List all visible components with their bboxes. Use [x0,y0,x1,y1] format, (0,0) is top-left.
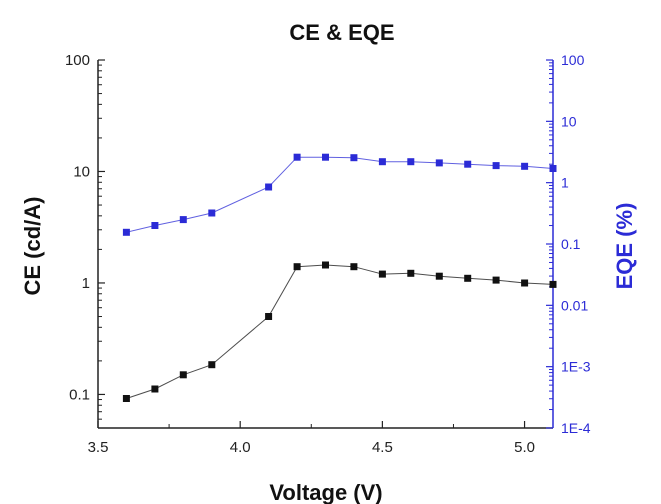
y-right-tick-label: 1 [561,175,569,191]
ce-data-point [265,313,273,320]
chart-title: CE & EQE [289,20,394,45]
eqe-data-point [435,159,443,167]
eqe-data-point [521,162,529,170]
eqe-data-point [464,160,472,168]
axis-ticks: 3.5 4.0 4.5 5.0 0.1 1 10 100 1E-4 1E-3 0.01 0.1 1 10 1… [65,52,591,456]
y-right-tick-label: 0.01 [561,297,588,313]
y-left-tick-label: 0.1 [69,386,90,403]
y-right-tick-label: 0.1 [561,236,581,252]
eqe-data-point [549,165,557,172]
ce-data-point [293,263,301,271]
ce-data-point [521,279,529,287]
y-axis-right-label: EQE (%) [612,203,637,290]
data-series [122,153,557,402]
ce-series-line [126,264,554,399]
eqe-data-point [122,228,130,236]
ce-data-point [407,269,415,277]
x-axis-label: Voltage (V) [269,480,382,504]
x-tick-label: 4.5 [372,439,393,456]
ce-data-point [492,276,500,284]
eqe-data-point [265,183,273,191]
eqe-data-point [350,154,358,162]
eqe-series-line [126,156,554,233]
y-left-tick-label: 1 [82,275,90,292]
y-left-tick-label: 10 [73,163,90,180]
eqe-data-point [492,162,500,170]
eqe-data-point [293,153,301,161]
x-tick-label: 5.0 [514,439,535,456]
ce-data-point [179,371,187,379]
ce-data-point [208,361,216,369]
eqe-data-point [378,158,386,166]
eqe-data-point [407,158,415,166]
x-tick-label: 3.5 [88,439,109,456]
ce-data-point [350,263,358,271]
y-right-tick-label: 10 [561,113,577,129]
y-right-tick-label: 100 [561,52,585,68]
y-left-tick-label: 100 [65,52,90,69]
x-tick-label: 4.0 [230,439,251,456]
y-axis-left-label: CE (cd/A) [20,197,45,296]
ce-data-point [122,395,130,402]
eqe-data-point [208,209,216,217]
ce-data-point [549,280,557,288]
eqe-data-point [322,153,329,161]
y-right-tick-label: 1E-4 [561,420,591,436]
ce-data-point [151,385,159,393]
ce-data-point [435,272,443,280]
ce-data-point [378,270,386,278]
eqe-data-point [151,222,159,229]
plot-axes [97,60,554,429]
y-right-tick-label: 1E-3 [561,359,591,375]
eqe-data-point [179,216,187,224]
ce-data-point [322,261,329,269]
ce-data-point [464,274,472,282]
